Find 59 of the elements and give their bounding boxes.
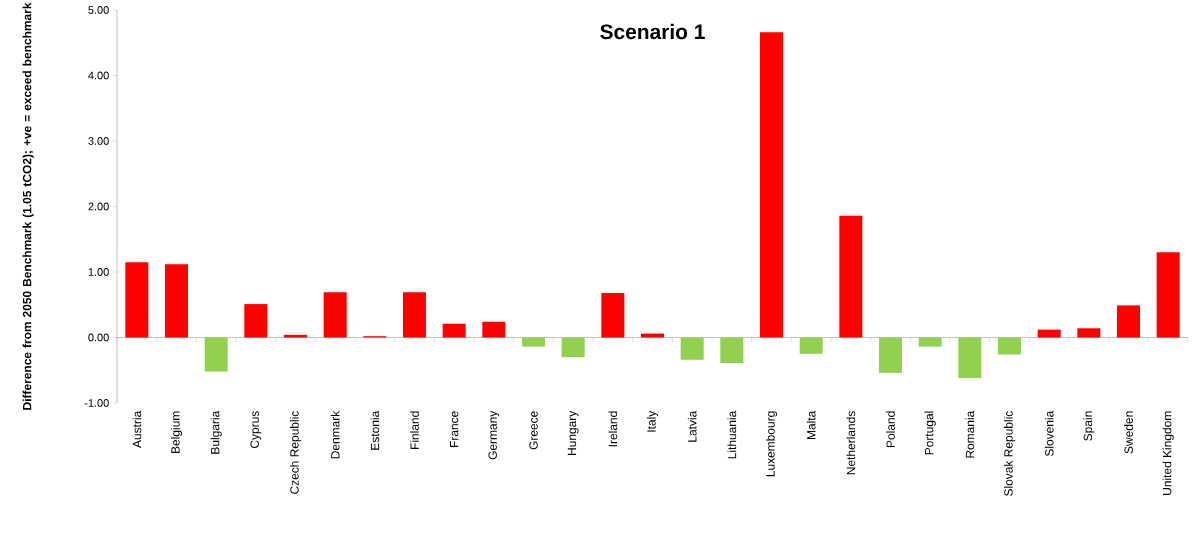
bar: [165, 264, 189, 338]
x-tick-label: Netherlands: [846, 411, 856, 475]
x-tick-label: Denmark: [330, 410, 340, 459]
x-tick-label: Cyprus: [250, 411, 262, 449]
y-tick-label: 1.00: [88, 268, 109, 276]
bar: [244, 304, 268, 338]
bar: [720, 337, 744, 364]
bar: [522, 337, 546, 347]
bar: [997, 337, 1021, 355]
bar: [403, 292, 427, 338]
x-tick-label: Malta: [806, 410, 816, 440]
y-tick-label: 3.00: [88, 137, 109, 145]
x-tick-label: Finland: [410, 411, 419, 449]
bar: [204, 337, 228, 372]
bar: [878, 337, 902, 373]
bar: [323, 292, 347, 338]
x-tick-label: Portugal: [924, 411, 936, 455]
x-tick-label: Austria: [132, 410, 142, 448]
y-tick-label: 2.00: [88, 202, 109, 211]
bar: [125, 262, 149, 338]
bar: [1116, 305, 1140, 338]
x-tick-label: Czech Republic: [289, 411, 302, 494]
bar: [482, 321, 506, 338]
bar: [839, 215, 863, 338]
bar: [1156, 252, 1180, 338]
bar: [680, 337, 704, 360]
x-tick-label: Bulgaria: [210, 410, 222, 454]
y-axis-title: Difference from 2050 Benchmark (1.05 tCO2); +ve = exceed benchmark: [22, 2, 34, 410]
x-tick-label: Latvia: [687, 410, 697, 442]
x-tick-label: Hungary: [567, 410, 579, 455]
x-tick-label: Romania: [965, 410, 975, 458]
x-tick-label: Sweden: [1124, 411, 1133, 454]
y-tick-label: 0.00: [88, 333, 109, 342]
y-tick-label: -1.00: [84, 399, 109, 407]
text: Scenario 1: [600, 23, 705, 40]
bar: [561, 337, 585, 358]
x-tick-label: Luxembourg: [765, 411, 778, 477]
bar: [442, 323, 466, 338]
bar: [799, 337, 823, 354]
bar: [958, 337, 982, 379]
x-tick-label: Germany: [488, 410, 500, 460]
bar: [760, 32, 783, 338]
bar: [601, 292, 625, 338]
x-tick-label: Ireland: [608, 411, 618, 447]
x-tick-label: Lithuania: [727, 410, 737, 459]
x-tick-label: United Kingdom: [1162, 411, 1174, 495]
x-tick-label: Italy: [646, 410, 659, 432]
y-tick-label: 4.00: [88, 71, 109, 80]
x-tick-label: Slovak Republic: [1003, 411, 1016, 496]
x-tick-label: Spain: [1083, 411, 1095, 441]
x-tick-label: France: [450, 411, 459, 447]
x-tick-label: Estonia: [370, 410, 380, 450]
x-tick-label: Belgium: [170, 411, 183, 453]
x-tick-label: Greece: [529, 411, 538, 450]
bar: [1077, 328, 1101, 338]
x-tick-label: Slovenia: [1044, 410, 1054, 457]
x-tick-label: Poland: [886, 411, 895, 447]
bar: [918, 337, 942, 347]
y-tick-label: 5.00: [88, 6, 109, 14]
